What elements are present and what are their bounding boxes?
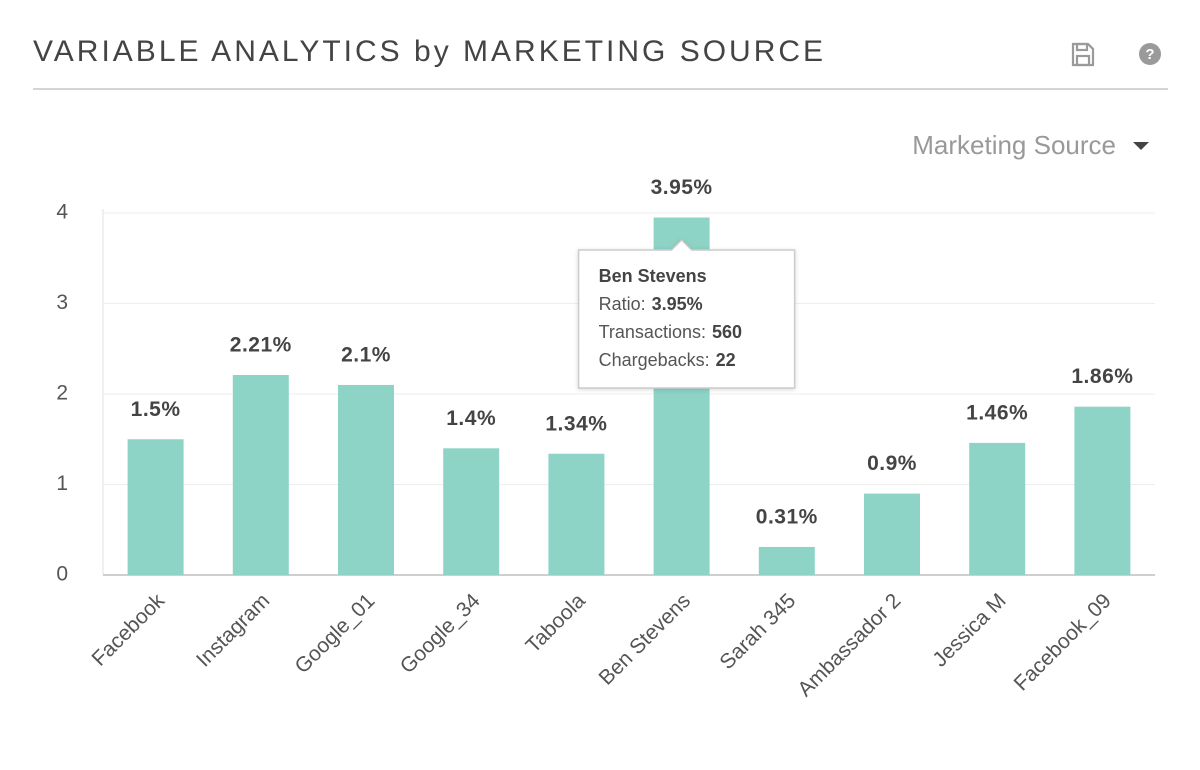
value-label: 1.86% [1071,365,1133,388]
tooltip-row-value: 3.95% [652,294,703,314]
y-tick-label: 0 [56,563,68,586]
value-label: 1.34% [545,412,607,435]
x-tick-label: Sarah 345 [715,589,800,674]
dropdown[interactable]: Marketing Source [912,130,1149,160]
x-tick-label: Google_01 [291,589,380,678]
y-tick-label: 2 [56,382,68,405]
help-icon[interactable]: ? [1139,43,1161,65]
value-label: 1.46% [966,401,1028,424]
value-label: 0.9% [867,452,917,475]
x-tick-label: Google_34 [396,589,485,678]
value-label: 3.95% [651,176,713,199]
save-icon[interactable] [1071,42,1095,67]
tooltip-row-label: Chargebacks: [599,350,710,370]
x-tick-label: Facebook_09 [1010,589,1116,695]
value-label: 0.31% [756,505,818,528]
bar [443,448,500,575]
x-tick-label: Ben Stevens [595,589,695,689]
widget-title: VARIABLE ANALYTICS by MARKETING SOURCE [33,35,826,68]
value-label: 2.1% [341,343,391,366]
bar [969,442,1026,575]
y-tick-label: 1 [56,472,68,495]
tooltip-row-label: Ratio: [599,294,646,314]
y-tick-label: 4 [56,201,68,224]
dropdown-label[interactable]: Marketing Source [912,130,1116,160]
y-tick-label: 3 [56,291,68,314]
x-tick-label: Jessica M [928,589,1010,671]
bar [758,546,815,575]
tooltip-row: Chargebacks: 22 [599,350,736,370]
dropdown-caret[interactable] [1133,142,1149,150]
tooltip-box [577,238,796,389]
bar [127,439,184,575]
bar [864,493,920,575]
x-tick-label: Ambassador 2 [793,589,905,701]
bar [1074,406,1131,575]
tooltip-row-value: 560 [712,322,742,342]
tooltip-row: Transactions: 560 [599,322,742,342]
tooltip-row-label: Transactions: [599,322,706,342]
bar [548,453,605,575]
tooltip-row-value: 22 [716,350,736,370]
svg-text:?: ? [1145,46,1154,63]
tooltip-title: Ben Stevens [599,266,707,286]
value-label: 2.21% [230,334,292,357]
x-tick-label: Taboola [522,589,591,658]
value-label: 1.5% [131,398,181,421]
bar [338,384,394,575]
value-label: 1.4% [446,407,496,430]
x-tick-label: Instagram [192,589,274,671]
bar [232,374,289,575]
tooltip-row: Ratio: 3.95% [599,294,703,314]
x-tick-label: Facebook [88,589,170,671]
